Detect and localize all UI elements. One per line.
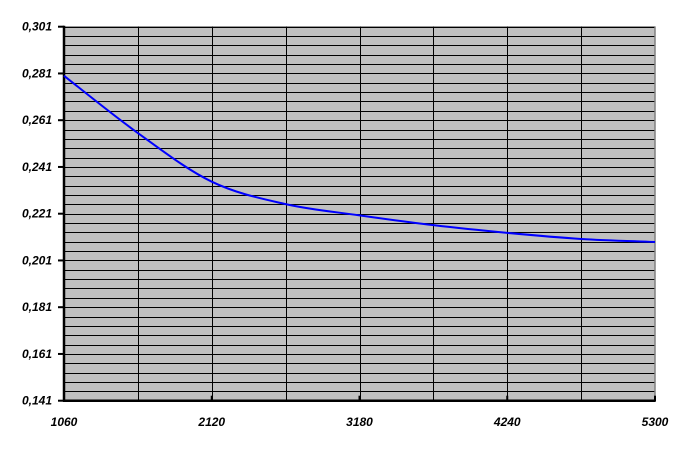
x-tick-label: 2120 (197, 415, 225, 429)
x-tick-label: 4240 (493, 415, 521, 429)
y-tick-label: 0,201 (22, 253, 52, 267)
y-tick-label: 0,301 (22, 20, 52, 34)
y-tick-labels: 0,141 0,161 0,181 0,201 0,221 0,241 0,261 0,281… (22, 20, 52, 408)
plot-area (63, 26, 656, 402)
x-tick-label: 5300 (642, 415, 669, 429)
axes (58, 25, 656, 402)
x-tick-label: 1060 (51, 415, 78, 429)
y-tick-label: 0,221 (22, 207, 52, 221)
series-line (63, 74, 656, 243)
x-tick-labels: 1060 2120 3180 4240 5300 (51, 415, 669, 429)
y-tick-label: 0,181 (22, 300, 52, 314)
y-tick-label: 0,281 (22, 66, 52, 80)
gridlines (64, 26, 656, 401)
y-tick-label: 0,261 (22, 113, 52, 127)
y-tick-label: 0,141 (22, 394, 52, 408)
y-tick-label: 0,161 (22, 347, 52, 361)
series-group (63, 74, 656, 243)
y-tick-label: 0,241 (22, 160, 52, 174)
x-tick-label: 3180 (346, 415, 373, 429)
